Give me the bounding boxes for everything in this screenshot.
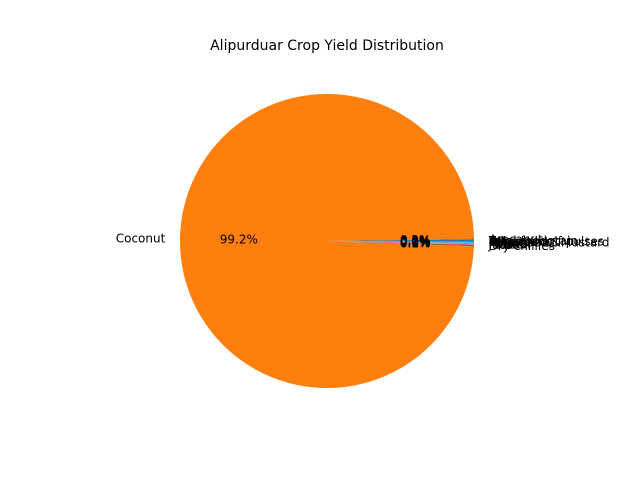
slice-percent-coconut: 99.2% — [220, 232, 258, 246]
slice-percent-rapeseed-mustard: 0.0% — [400, 235, 431, 249]
pie-slice-sugarcane — [327, 241, 474, 243]
slice-label-rice: Rice — [489, 236, 515, 250]
slice-label-jute: Jute — [488, 238, 512, 252]
slice-label-rapeseed-mustard: Rapeseed &Mustard — [489, 236, 610, 250]
slice-label-potato: Potato — [489, 237, 527, 251]
slices-layer — [179, 93, 474, 388]
slice-percent-maize: 0.0% — [400, 236, 431, 250]
pie-slice-total-foodgrain — [327, 241, 474, 242]
pie-slice-dry-chillies — [327, 241, 474, 247]
slice-label-coconut: Coconut — [116, 231, 166, 245]
pie-slice-coconut — [179, 93, 474, 388]
slice-percent-potato: 0.2% — [400, 235, 431, 249]
pie-slice-jute — [327, 241, 474, 246]
slice-label-total-foodgrain: Total foodgrain — [488, 234, 578, 248]
slice-percent-arecanut: 0.2% — [400, 233, 431, 247]
slice-percent-rice: 0.0% — [400, 235, 431, 249]
slice-percent-masoor: 0.0% — [400, 236, 431, 250]
slice-label-maize: Maize — [489, 238, 524, 252]
slice-label-wheat: Wheat — [489, 235, 528, 249]
pie-slice-arecanut — [327, 239, 474, 241]
slice-label-arecanut: Arecanut — [489, 232, 543, 246]
slice-label-masoor: Masoor — [489, 238, 533, 252]
slice-percent-jute: 0.1% — [400, 236, 431, 250]
slice-percent-wheat: 0.0% — [400, 234, 431, 248]
slice-percent-dry-chillies: 0.1% — [400, 237, 431, 251]
slice-label-other-kharif-pulses: Other Kharif pulses — [489, 235, 604, 249]
chart-title: Alipurduar Crop Yield Distribution — [210, 38, 444, 54]
labels-layer: Arecanut 0.2% Coconut 99.2% Dry chillies 0.1%… — [116, 231, 610, 253]
slice-percent-sugarcane: 0.1% — [400, 234, 431, 248]
slice-percent-other-kharif-pulses: 0.0% — [400, 234, 431, 248]
slice-label-dry-chillies: Dry chillies — [489, 239, 555, 253]
slice-label-sugarcane: Sugarcane — [489, 235, 553, 249]
slice-percent-total-foodgrain: 0.1% — [400, 234, 431, 248]
pie-slice-potato — [327, 241, 474, 245]
